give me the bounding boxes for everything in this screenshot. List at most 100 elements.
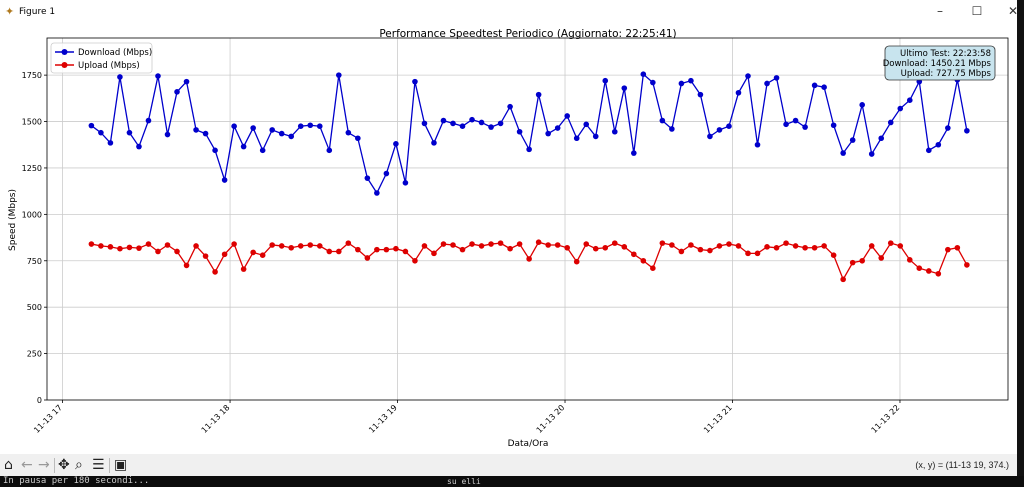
- y-tick-label: 1000: [22, 210, 42, 219]
- upload-data-point: [887, 240, 894, 246]
- x-axis-label: Data/Ora: [508, 439, 549, 449]
- upload-data-point: [164, 242, 171, 248]
- download-data-point: [897, 105, 904, 112]
- upload-data-point: [840, 276, 846, 283]
- download-data-point: [678, 80, 685, 87]
- upload-data-point: [906, 257, 913, 263]
- download-data-point: [326, 147, 333, 154]
- download-data-point: [240, 143, 247, 150]
- y-tick-label: 250: [27, 350, 42, 359]
- download-data-point: [621, 85, 628, 91]
- upload-data-point: [792, 243, 799, 249]
- upload-data-point: [583, 241, 590, 247]
- chart-canvas[interactable]: 0 250 500 750 1000 1250 1500 1750 11-13 17 11-13 …: [0, 0, 1017, 454]
- save-icon[interactable]: ▣: [114, 457, 128, 473]
- home-icon[interactable]: ⌂: [4, 457, 13, 473]
- chart-title: Performance Speedtest Periodico (Aggiorn…: [379, 28, 676, 40]
- download-data-point: [631, 150, 637, 156]
- download-data-point: [98, 129, 104, 136]
- upload-data-point: [478, 243, 485, 249]
- upload-data-point: [964, 262, 970, 268]
- download-data-point: [802, 124, 808, 130]
- upload-data-point: [697, 246, 704, 253]
- download-data-point: [516, 128, 523, 135]
- download-data-point: [583, 121, 590, 128]
- download-data-point: [849, 137, 856, 143]
- upload-data-point: [117, 245, 123, 252]
- download-data-point: [716, 127, 723, 133]
- upload-data-point: [688, 242, 694, 248]
- close-button[interactable]: ✕: [1007, 4, 1019, 18]
- maximize-button[interactable]: ☐: [971, 4, 983, 18]
- download-data-point: [830, 122, 837, 129]
- download-data-point: [688, 77, 694, 84]
- download-data-point: [783, 121, 789, 128]
- upload-data-point: [802, 244, 808, 251]
- upload-data-point: [402, 248, 409, 255]
- upload-data-point: [868, 243, 875, 249]
- x-tick-label: 11-13 20: [535, 403, 567, 435]
- x-tick-label: 11-13 17: [32, 403, 64, 435]
- download-data-point: [431, 140, 437, 146]
- download-data-point: [821, 84, 827, 90]
- download-data-point: [650, 79, 656, 86]
- upload-data-point: [935, 270, 942, 277]
- upload-data-point: [764, 244, 770, 250]
- download-data-point: [640, 71, 647, 77]
- upload-data-point: [545, 242, 551, 248]
- upload-data-point: [621, 244, 628, 250]
- download-data-point: [259, 147, 266, 154]
- upload-data-point: [564, 244, 570, 251]
- upload-data-point: [926, 268, 932, 274]
- download-data-point: [497, 120, 504, 127]
- upload-data-point: [611, 240, 618, 246]
- upload-data-point: [374, 246, 380, 253]
- download-data-point: [383, 170, 390, 177]
- download-data-point: [554, 125, 561, 131]
- download-data-point: [193, 127, 199, 133]
- minimize-button[interactable]: –: [937, 4, 943, 18]
- download-data-point: [88, 122, 95, 129]
- upload-data-point: [269, 242, 275, 248]
- annotation-download: Download: 1450.21 Mbps: [883, 59, 992, 69]
- download-data-point: [250, 125, 256, 131]
- upload-data-point: [602, 244, 609, 251]
- download-data-point: [697, 91, 704, 98]
- download-data-point: [174, 89, 180, 95]
- back-icon[interactable]: ←: [21, 457, 33, 473]
- forward-icon[interactable]: →: [38, 457, 50, 473]
- upload-data-point: [136, 245, 142, 251]
- pan-icon[interactable]: ✥: [58, 457, 70, 473]
- download-data-point: [155, 73, 161, 79]
- terminal-strip: In pausa per 180 secondi... su elli: [0, 476, 1024, 487]
- upload-data-point: [659, 240, 666, 246]
- upload-data-point: [316, 243, 323, 249]
- download-data-point: [374, 190, 380, 196]
- download-data-point: [859, 102, 865, 108]
- download-series-line: [90, 72, 968, 195]
- upload-data-point: [631, 251, 637, 258]
- download-data-point: [459, 123, 466, 129]
- upload-data-point: [773, 244, 780, 251]
- download-data-point: [307, 122, 314, 129]
- zoom-icon[interactable]: ⌕: [75, 457, 83, 473]
- upload-data-point: [297, 243, 304, 249]
- download-data-point: [811, 82, 818, 89]
- configure-subplots-icon[interactable]: ☰: [92, 457, 105, 473]
- upload-data-point: [535, 239, 542, 246]
- download-data-point: [507, 103, 513, 110]
- upload-data-point: [830, 252, 837, 258]
- upload-data-point: [155, 248, 161, 255]
- legend-download-marker: [61, 49, 68, 55]
- axes-frame: [46, 37, 1009, 401]
- download-data-point: [231, 123, 237, 129]
- upload-data-point: [145, 241, 152, 247]
- upload-data-point: [212, 269, 218, 275]
- upload-data-point: [336, 248, 342, 255]
- upload-data-point: [278, 243, 285, 249]
- upload-data-point: [412, 257, 418, 264]
- upload-data-point: [526, 256, 532, 262]
- legend-download-label: Download (Mbps): [78, 48, 152, 58]
- upload-data-point: [288, 244, 295, 251]
- download-data-point: [345, 129, 352, 136]
